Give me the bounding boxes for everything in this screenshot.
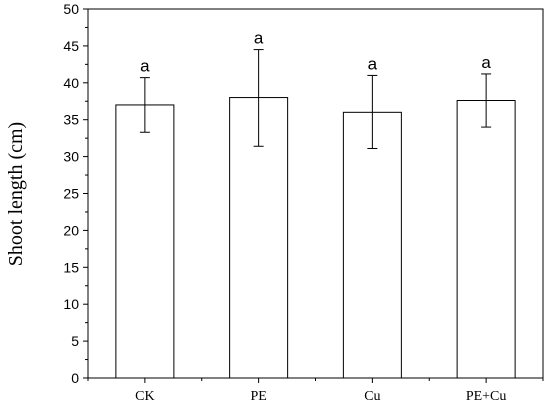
x-tick-label: Cu: [364, 389, 380, 404]
y-tick-label: 0: [71, 370, 79, 386]
y-tick-label: 25: [63, 186, 79, 202]
significance-label: a: [368, 54, 378, 73]
x-tick-label: CK: [135, 389, 154, 404]
bar-ck: [115, 104, 175, 379]
y-tick-label: 10: [63, 296, 79, 312]
y-tick-label: 30: [63, 149, 79, 165]
y-tick-label: 50: [63, 1, 79, 17]
bar-pe-cu: [456, 100, 516, 379]
y-tick-label: 35: [63, 112, 79, 128]
x-tick-label: PE: [250, 389, 266, 404]
y-tick-label: 45: [63, 38, 79, 54]
plot-area: a a a a 0 5 10 15 20 25 30 35 40 45 50 CK PE Cu PE+Cu: [63, 1, 544, 404]
y-tick-label: 5: [71, 333, 79, 349]
y-tick-label: 40: [63, 75, 79, 91]
y-tick-label: 15: [63, 259, 79, 275]
significance-label: a: [140, 57, 150, 76]
bar-cu: [342, 111, 402, 379]
significance-label: a: [254, 29, 264, 48]
significance-label: a: [481, 53, 491, 72]
x-tick-label: PE+Cu: [466, 389, 507, 404]
y-tick-label: 20: [63, 222, 79, 238]
y-axis-label: Shoot length (cm): [5, 122, 27, 266]
